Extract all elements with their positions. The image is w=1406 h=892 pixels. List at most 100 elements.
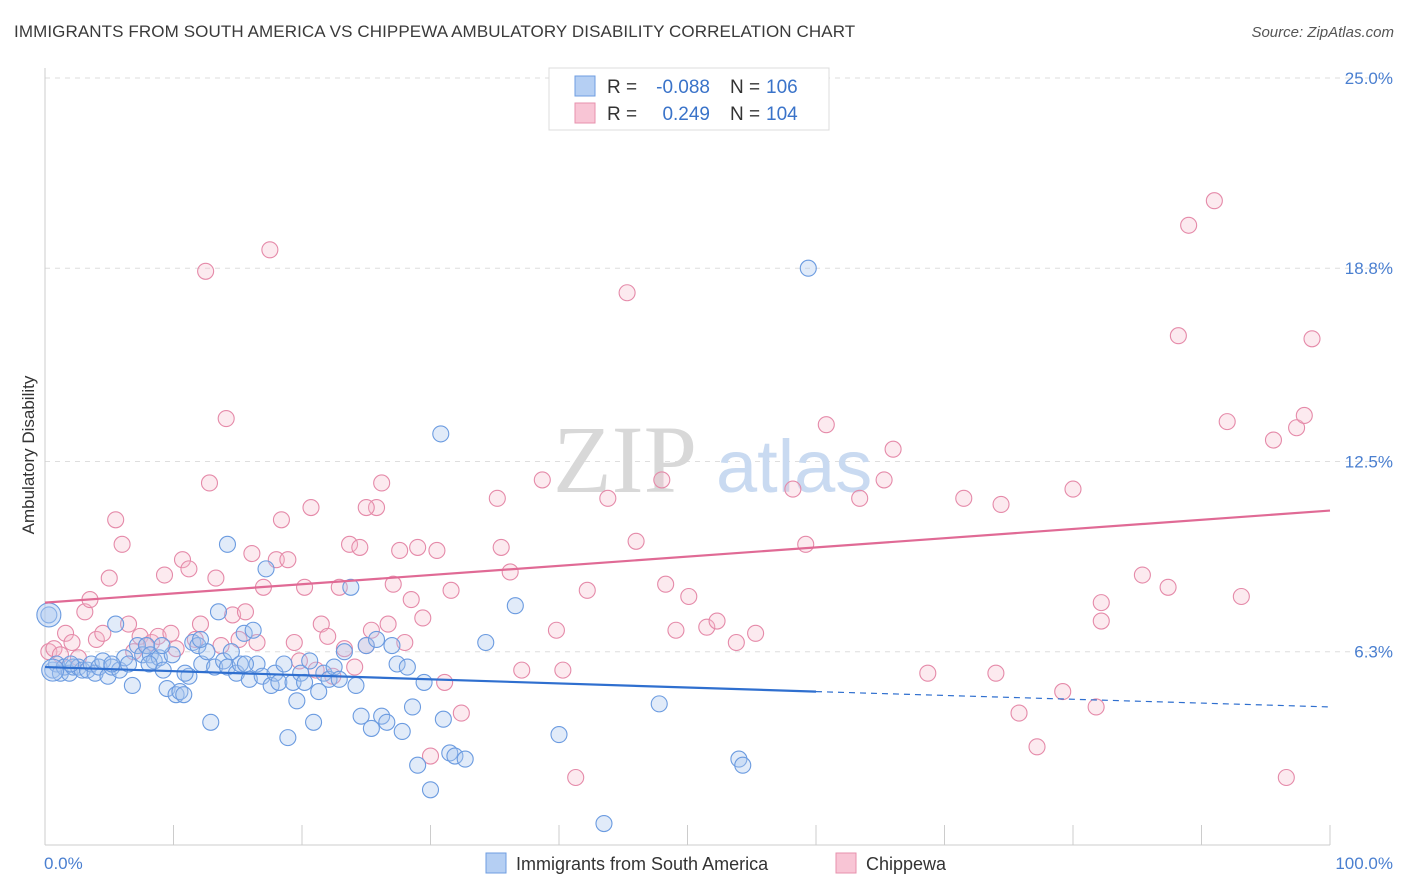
south-america-point — [292, 664, 310, 682]
chippewa-point — [1218, 413, 1236, 431]
south-america-point — [218, 535, 237, 553]
x-tick-label-max: 100.0% — [1335, 854, 1393, 873]
chippewa-point — [680, 587, 698, 606]
chippewa-point — [817, 416, 835, 434]
south-america-point — [388, 655, 406, 673]
south-america-point — [441, 744, 459, 762]
y-tick-label: 18.8% — [1345, 259, 1393, 278]
chippewa-point — [1232, 587, 1250, 606]
chippewa-point — [1133, 566, 1151, 584]
south-america-point — [409, 756, 427, 774]
chippewa-point — [173, 551, 192, 569]
south-america-point — [378, 713, 396, 731]
chippewa-point — [851, 489, 869, 507]
south-america-point — [456, 750, 474, 768]
chippewa-point — [63, 633, 81, 652]
y-tick-label: 6.3% — [1354, 643, 1393, 662]
chippewa-point — [627, 532, 645, 550]
south-america-point — [253, 667, 271, 685]
south-america-point — [347, 676, 365, 695]
south-america-point — [107, 615, 125, 633]
south-america-point — [335, 643, 353, 661]
x-tick-label-min: 0.0% — [44, 854, 83, 873]
chippewa-point — [657, 575, 675, 593]
series-south-america-points — [36, 259, 817, 833]
south-america-point — [288, 692, 306, 710]
south-america-point — [140, 655, 158, 673]
south-america-point — [236, 655, 255, 673]
chippewa-point — [217, 409, 235, 428]
chippewa-point — [296, 578, 314, 596]
chippewa-point — [452, 704, 470, 722]
chippewa-point — [992, 495, 1010, 514]
south-america-point — [310, 683, 328, 701]
chippewa-point — [409, 538, 427, 556]
chippewa-point — [1087, 698, 1105, 716]
chippewa-point — [57, 624, 75, 642]
chippewa-point — [357, 498, 375, 517]
legend-n-label-2: N = — [730, 104, 760, 125]
chippewa-point — [384, 575, 402, 593]
chippewa-point — [261, 241, 279, 259]
south-america-point — [279, 729, 297, 747]
south-america-point — [235, 624, 253, 642]
chippewa-point — [100, 569, 118, 587]
chippewa-point — [367, 498, 386, 517]
chippewa-point — [442, 581, 460, 599]
chippewa-point — [1159, 578, 1177, 596]
chippewa-point — [554, 661, 572, 679]
chippewa-point — [340, 535, 359, 553]
y-tick-labels: 6.3% 12.5% 18.8% 25.0% — [1345, 69, 1393, 662]
south-america-point — [357, 637, 375, 655]
south-america-point — [734, 756, 752, 774]
south-america-point — [393, 722, 411, 741]
chippewa-point — [501, 563, 519, 581]
south-america-point — [367, 630, 386, 648]
south-america-point — [398, 658, 416, 676]
chippewa-point — [149, 627, 167, 645]
bottom-legend-label-blue: Immigrants from South America — [516, 854, 769, 874]
chippewa-point — [567, 768, 585, 787]
chippewa-point — [351, 538, 369, 556]
chippewa-point — [1092, 594, 1110, 612]
legend-n-label-1: N = — [730, 77, 760, 98]
south-america-point — [595, 814, 613, 833]
chippewa-point — [708, 612, 726, 630]
chippewa-point — [119, 615, 138, 633]
y-axis-title: Ambulatory Disability — [19, 375, 38, 534]
chippewa-point — [197, 262, 215, 280]
legend-n-value-2: 104 — [766, 104, 798, 125]
chippewa-point — [1277, 768, 1295, 787]
south-america-point — [222, 643, 240, 661]
chippewa-point — [1288, 419, 1306, 437]
south-america-point — [432, 425, 450, 443]
chippewa-point — [421, 747, 440, 765]
south-america-point — [477, 633, 495, 652]
chippewa-point — [1264, 431, 1283, 449]
south-america-point — [231, 655, 249, 673]
watermark: ZIP atlas — [553, 406, 872, 513]
chippewa-point — [279, 551, 297, 569]
south-america-point — [41, 658, 65, 682]
bottom-legend-swatch-blue — [485, 852, 507, 874]
south-america-point — [36, 602, 62, 628]
trend-lines — [44, 509, 1331, 708]
legend-r-label-2: R = — [607, 104, 637, 125]
chippewa-point — [653, 471, 671, 489]
chippewa-point — [391, 541, 409, 560]
y-tick-label: 25.0% — [1345, 69, 1393, 88]
south-america-point — [650, 695, 668, 713]
chippewa-point — [436, 673, 454, 691]
south-america-point — [383, 637, 401, 655]
chippewa-point — [1010, 704, 1028, 722]
legend-swatch-blue — [574, 75, 596, 97]
chippewa-point — [1205, 192, 1223, 210]
legend-n-value-1: 106 — [766, 77, 798, 98]
chippewa-point — [797, 535, 815, 553]
chippewa-point — [428, 541, 446, 560]
chart-title: IMMIGRANTS FROM SOUTH AMERICA VS CHIPPEW… — [14, 22, 856, 41]
south-america-point — [330, 670, 348, 688]
chippewa-point — [243, 544, 261, 563]
south-america-point — [145, 652, 163, 670]
